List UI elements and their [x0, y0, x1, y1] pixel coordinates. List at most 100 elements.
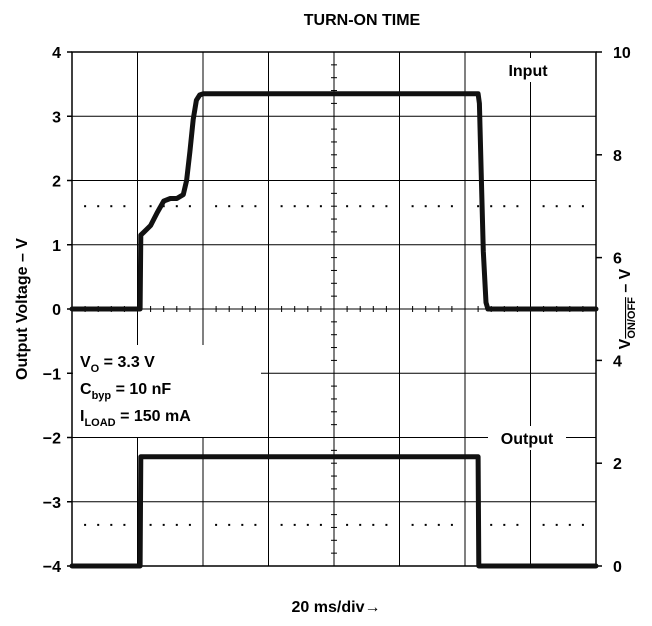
- y-axis-right-label-sub: ON/OFF: [626, 297, 638, 339]
- minor-dot: [306, 205, 309, 208]
- minor-dot: [568, 205, 571, 208]
- annotation-cbyp-value: = 10 nF: [111, 381, 171, 398]
- minor-dot: [346, 523, 349, 526]
- minor-dot: [188, 205, 191, 208]
- chart-title: TURN-ON TIME: [304, 12, 421, 29]
- left-tick-label: −3: [43, 495, 61, 512]
- svg-text:Cbyp = 10 nF: Cbyp = 10 nF: [80, 381, 171, 402]
- minor-dot: [385, 523, 388, 526]
- minor-dot: [241, 523, 244, 526]
- left-tick-label: −4: [43, 559, 61, 576]
- minor-dot: [424, 205, 427, 208]
- minor-dot: [477, 205, 480, 208]
- minor-dot: [424, 523, 427, 526]
- minor-dot: [372, 205, 375, 208]
- left-tick-label: 4: [52, 45, 61, 62]
- minor-dot: [84, 205, 87, 208]
- y-axis-left-label: Output Voltage – V: [14, 238, 31, 380]
- minor-dot: [162, 205, 165, 208]
- minor-dot: [542, 205, 545, 208]
- right-tick-label: 8: [613, 148, 622, 165]
- minor-dot: [359, 523, 362, 526]
- minor-dot: [581, 523, 584, 526]
- annotation-cbyp-sub: byp: [92, 390, 112, 402]
- minor-dot: [450, 523, 453, 526]
- minor-dot: [293, 523, 296, 526]
- minor-dot: [411, 205, 414, 208]
- minor-dot: [215, 523, 218, 526]
- minor-dot: [346, 205, 349, 208]
- minor-dot: [437, 523, 440, 526]
- minor-dot: [293, 205, 296, 208]
- left-tick-label: −1: [43, 366, 61, 383]
- annotation-cbyp: Cbyp = 10 nF: [80, 381, 171, 402]
- minor-dot: [490, 523, 493, 526]
- minor-dot: [581, 205, 584, 208]
- y-axis-right-label-suffix: – V: [617, 268, 634, 297]
- right-tick-label: 4: [613, 353, 622, 370]
- series-line-input: [69, 91, 599, 312]
- left-tick-label: −2: [43, 431, 61, 448]
- minor-dot: [97, 523, 100, 526]
- y-axis-right-label-base: V: [617, 338, 634, 349]
- minor-dot: [175, 523, 178, 526]
- input-label-backdrop: [497, 58, 561, 82]
- annotation-iload-sub: LOAD: [84, 417, 115, 429]
- y-axis-right-label: VON/OFF – V: [617, 268, 638, 349]
- series-line-output: [69, 454, 599, 569]
- right-tick-label: 2: [613, 456, 622, 473]
- chart-grid: [72, 52, 596, 566]
- left-tick-label: 0: [52, 302, 61, 319]
- minor-ticks: [84, 64, 584, 554]
- minor-dot: [385, 205, 388, 208]
- annotation-vo: VO = 3.3 V: [80, 354, 155, 375]
- series-label-output: Output: [501, 431, 554, 448]
- minor-dot: [555, 205, 558, 208]
- minor-dot: [175, 205, 178, 208]
- minor-dot: [84, 523, 87, 526]
- minor-dot: [215, 205, 218, 208]
- minor-dot: [306, 523, 309, 526]
- minor-dot: [97, 205, 100, 208]
- minor-dot: [516, 523, 519, 526]
- annotation-iload: ILOAD = 150 mA: [80, 408, 191, 429]
- minor-dot: [372, 523, 375, 526]
- annotation-vo-sub: O: [91, 363, 100, 375]
- minor-dot: [359, 205, 362, 208]
- minor-dot: [123, 523, 126, 526]
- minor-dot: [162, 523, 165, 526]
- left-tick-label: 1: [52, 238, 61, 255]
- minor-dot: [319, 205, 322, 208]
- minor-dot: [254, 523, 257, 526]
- series-label-input: Input: [508, 63, 548, 80]
- minor-dot: [241, 205, 244, 208]
- left-axis-ticks: 4 3 2 1 0 −1 −2 −3 −4: [43, 45, 72, 576]
- svg-text:VON/OFF – V: VON/OFF – V: [617, 268, 638, 349]
- minor-dot: [555, 523, 558, 526]
- svg-text:ILOAD = 150 mA: ILOAD = 150 mA: [80, 408, 191, 429]
- minor-dot: [254, 205, 257, 208]
- right-axis-ticks: 10 8 6 4 2 0: [596, 45, 631, 576]
- minor-dot: [319, 523, 322, 526]
- series-group: [69, 91, 599, 569]
- minor-dot: [490, 205, 493, 208]
- minor-dot: [437, 205, 440, 208]
- minor-dot: [503, 205, 506, 208]
- minor-dot: [503, 523, 506, 526]
- annotation-cbyp-base: C: [80, 381, 92, 398]
- minor-dot: [149, 523, 152, 526]
- left-tick-label: 3: [52, 109, 61, 126]
- minor-dot: [123, 205, 126, 208]
- minor-dot: [188, 523, 191, 526]
- x-axis-label: 20 ms/div→: [292, 599, 381, 616]
- minor-dot: [228, 205, 231, 208]
- annotation-vo-base: V: [80, 354, 91, 371]
- output-label-backdrop: [488, 426, 566, 450]
- minor-dot: [149, 205, 152, 208]
- right-tick-label: 6: [613, 251, 622, 268]
- minor-dot: [110, 523, 113, 526]
- minor-dot: [450, 205, 453, 208]
- minor-dot: [280, 523, 283, 526]
- annotation-iload-value: = 150 mA: [116, 408, 192, 425]
